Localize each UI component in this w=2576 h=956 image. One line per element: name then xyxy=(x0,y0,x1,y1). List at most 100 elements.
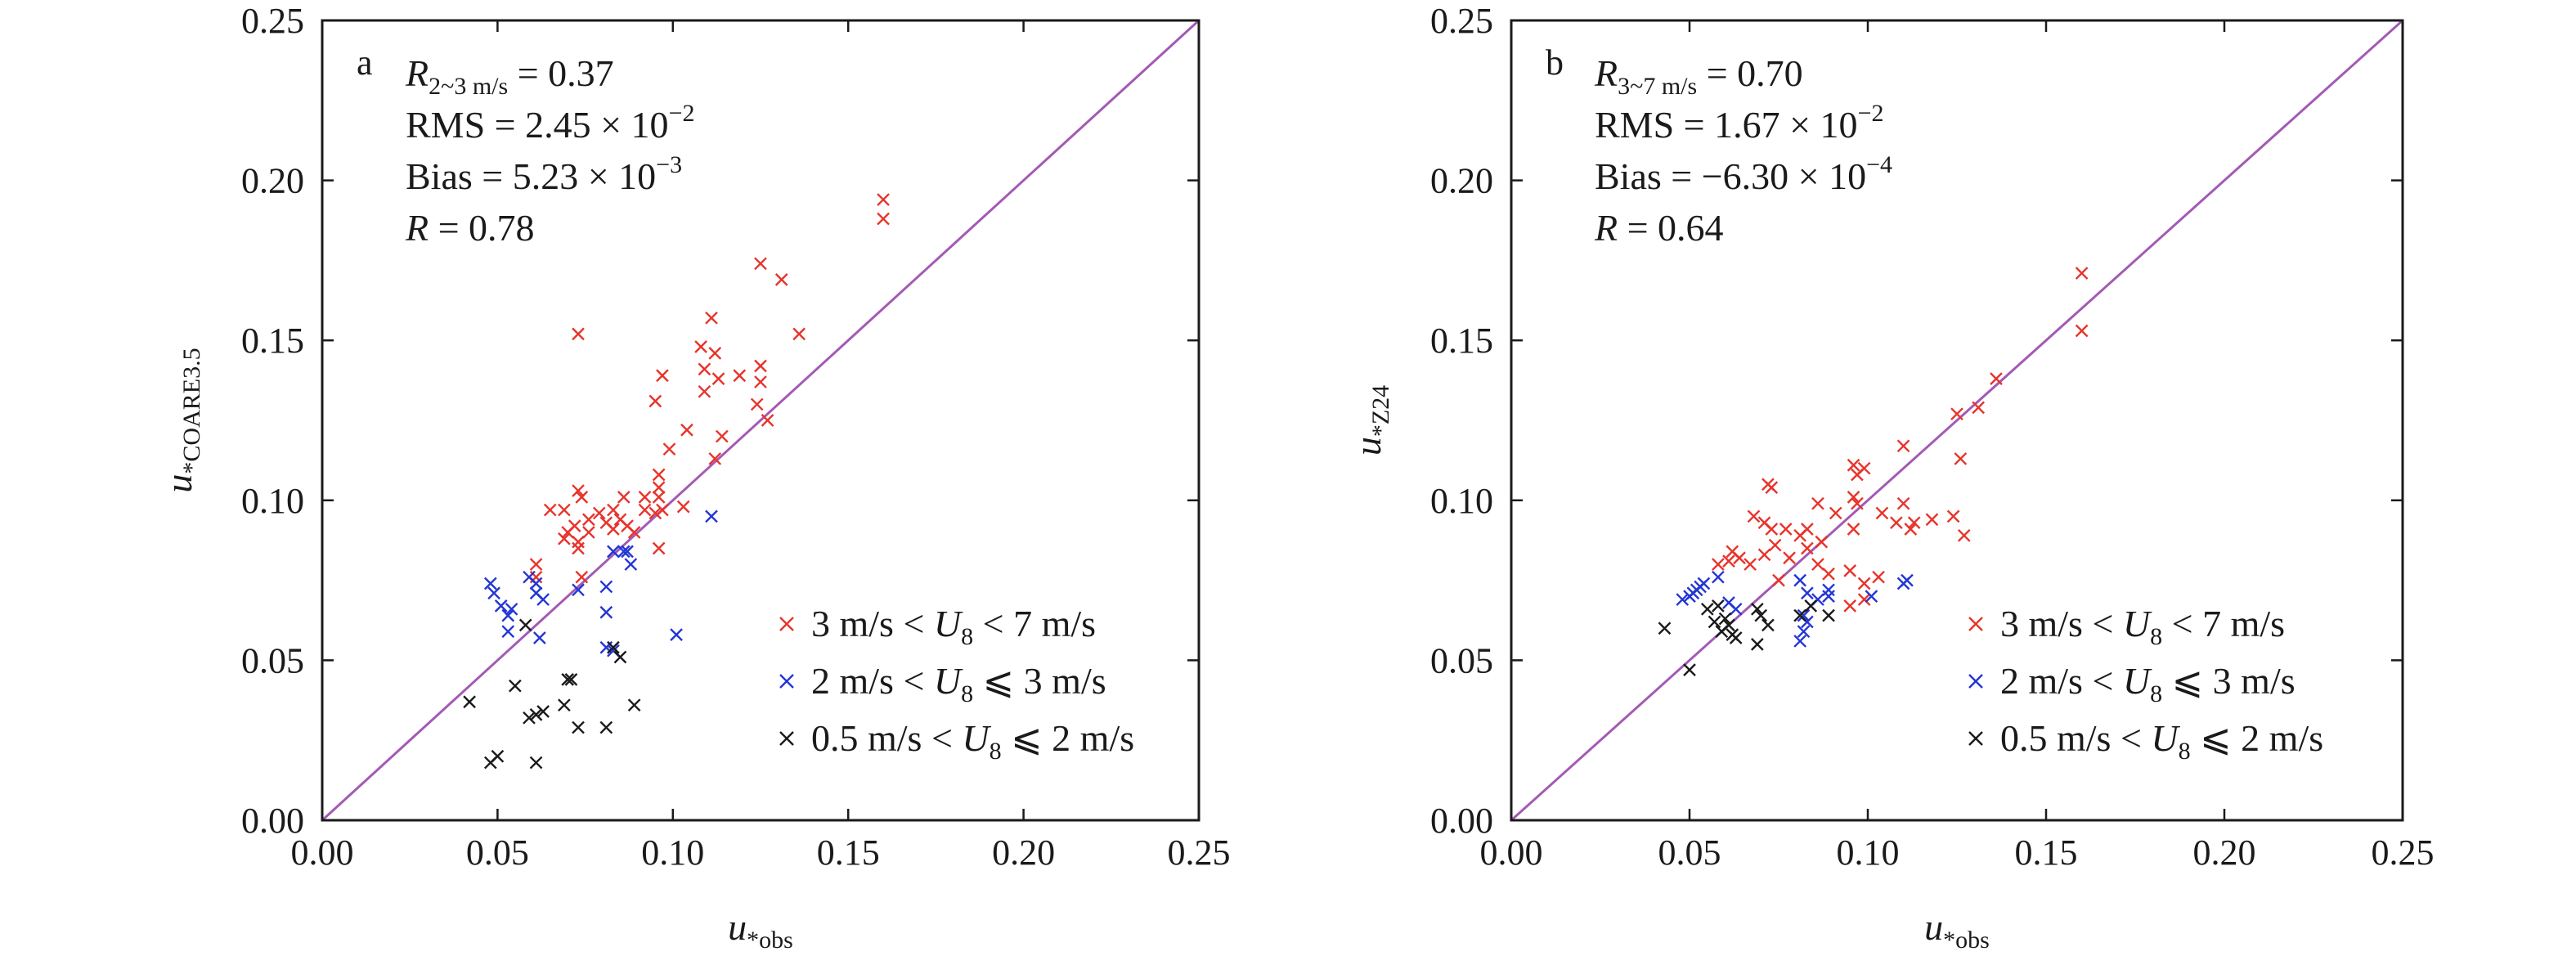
data-point xyxy=(463,695,476,709)
legend-text-part: ⩽ 3 m/s xyxy=(2162,660,2296,702)
stat-superscript: −4 xyxy=(1866,151,1892,178)
stat-value: Bias = −6.30 × 10 xyxy=(1595,155,1866,197)
data-point xyxy=(1972,401,1986,415)
data-point xyxy=(708,346,722,360)
data-point xyxy=(1896,577,1910,590)
data-point xyxy=(599,720,613,734)
stat-value: = 0.37 xyxy=(508,52,613,94)
data-point xyxy=(1829,506,1842,520)
stat-symbol: R xyxy=(405,207,429,249)
data-point xyxy=(1847,458,1860,472)
y-tick-label: 0.00 xyxy=(1430,801,1493,841)
data-point xyxy=(698,362,711,376)
panel-label: b xyxy=(1546,43,1564,83)
data-point xyxy=(599,605,613,619)
data-point xyxy=(1744,558,1757,571)
legend-marker xyxy=(1968,674,1983,689)
data-point xyxy=(505,602,518,616)
data-point xyxy=(676,500,690,514)
legend-subscript: 8 xyxy=(990,738,1002,765)
data-point xyxy=(1768,538,1782,552)
data-point xyxy=(648,394,662,408)
data-point xyxy=(572,583,585,597)
legend-subscript: 8 xyxy=(961,623,973,650)
data-point xyxy=(561,526,575,539)
data-point xyxy=(1811,496,1824,510)
data-point xyxy=(708,452,722,465)
data-point xyxy=(1954,452,1968,465)
data-point xyxy=(558,532,571,545)
legend-label: 3 m/s < U8 < 7 m/s xyxy=(2000,603,2285,650)
data-point xyxy=(607,640,620,654)
axis-title-sub: *COARE3.5 xyxy=(178,348,205,474)
data-point xyxy=(529,558,543,571)
stat-line: RMS = 2.45 × 10−2 xyxy=(406,100,694,146)
y-tick-label: 0.10 xyxy=(241,481,304,521)
data-point xyxy=(575,491,589,504)
legend-marker xyxy=(779,731,794,746)
stat-line: R3~7 m/s = 0.70 xyxy=(1594,52,1803,100)
data-point xyxy=(1779,523,1793,536)
data-point xyxy=(1757,548,1771,562)
data-point xyxy=(558,698,571,712)
data-point xyxy=(501,625,515,639)
legend-text-part: ⩽ 2 m/s xyxy=(1002,717,1135,759)
legend-symbol: U xyxy=(962,717,991,759)
data-point xyxy=(754,375,767,388)
data-point xyxy=(621,545,634,559)
data-point xyxy=(705,509,718,523)
data-point xyxy=(1747,509,1761,523)
data-point xyxy=(792,327,806,341)
x-axis-title: u*obs xyxy=(728,906,793,954)
axis-title-sub: *Z24 xyxy=(1367,385,1394,437)
data-point xyxy=(656,503,669,517)
legend-label: 0.5 m/s < U8 ⩽ 2 m/s xyxy=(2000,717,2323,765)
legend-text-part: ⩽ 3 m/s xyxy=(973,660,1106,702)
stat-value: = 0.64 xyxy=(1618,207,1723,249)
data-point xyxy=(652,491,666,504)
data-point xyxy=(680,423,693,437)
stat-line: R = 0.78 xyxy=(405,207,535,249)
data-point xyxy=(572,541,585,555)
x-tick-label: 0.25 xyxy=(1168,833,1231,873)
panel-b: 0.00 0.05 0.10 0.15 0.20 0.25 0.00 0.05 0.10 0.15… xyxy=(1347,1,2435,954)
data-point xyxy=(1761,618,1775,632)
data-point xyxy=(523,711,536,725)
stat-line: R = 0.64 xyxy=(1594,207,1724,249)
data-point xyxy=(572,327,585,341)
data-point xyxy=(656,369,669,383)
x-tick-label: 0.20 xyxy=(2193,833,2256,873)
x-tick-label: 0.20 xyxy=(992,833,1055,873)
stat-line: RMS = 1.67 × 10−2 xyxy=(1595,100,1883,146)
plot-frame xyxy=(1510,19,2404,822)
data-point xyxy=(1754,608,1768,622)
legend-label: 2 m/s < U8 ⩽ 3 m/s xyxy=(2000,660,2296,707)
legend-label: 2 m/s < U8 ⩽ 3 m/s xyxy=(811,660,1106,707)
legend-symbol: U xyxy=(2151,717,2180,759)
data-point xyxy=(1700,602,1714,616)
data-point xyxy=(1729,602,1743,616)
data-point xyxy=(1801,523,1814,536)
data-point xyxy=(1990,372,2003,385)
stat-subscript: 2~3 m/s xyxy=(429,73,508,100)
legend-text-part: 3 m/s < xyxy=(811,603,934,644)
data-point xyxy=(1946,509,1960,523)
series-1 xyxy=(483,509,718,658)
legend-label: 3 m/s < U8 < 7 m/s xyxy=(811,603,1096,650)
axis-title-main: u xyxy=(1347,437,1389,456)
stat-subscript: 3~7 m/s xyxy=(1618,73,1697,100)
legend-label: 0.5 m/s < U8 ⩽ 2 m/s xyxy=(811,717,1134,765)
data-point xyxy=(1772,573,1785,587)
data-point xyxy=(575,570,589,584)
stat-value: Bias = 5.23 × 10 xyxy=(406,155,656,197)
legend-subscript: 8 xyxy=(2150,680,2162,707)
data-point xyxy=(638,491,652,504)
stat-superscript: −2 xyxy=(669,100,695,127)
data-point xyxy=(572,720,585,734)
x-tick-label: 0.10 xyxy=(1837,833,1900,873)
data-point xyxy=(508,679,522,693)
data-point xyxy=(491,749,505,763)
y-tick-label: 0.05 xyxy=(1430,640,1493,680)
axis-title-sub: *obs xyxy=(1943,927,1990,954)
data-point xyxy=(1890,516,1903,530)
